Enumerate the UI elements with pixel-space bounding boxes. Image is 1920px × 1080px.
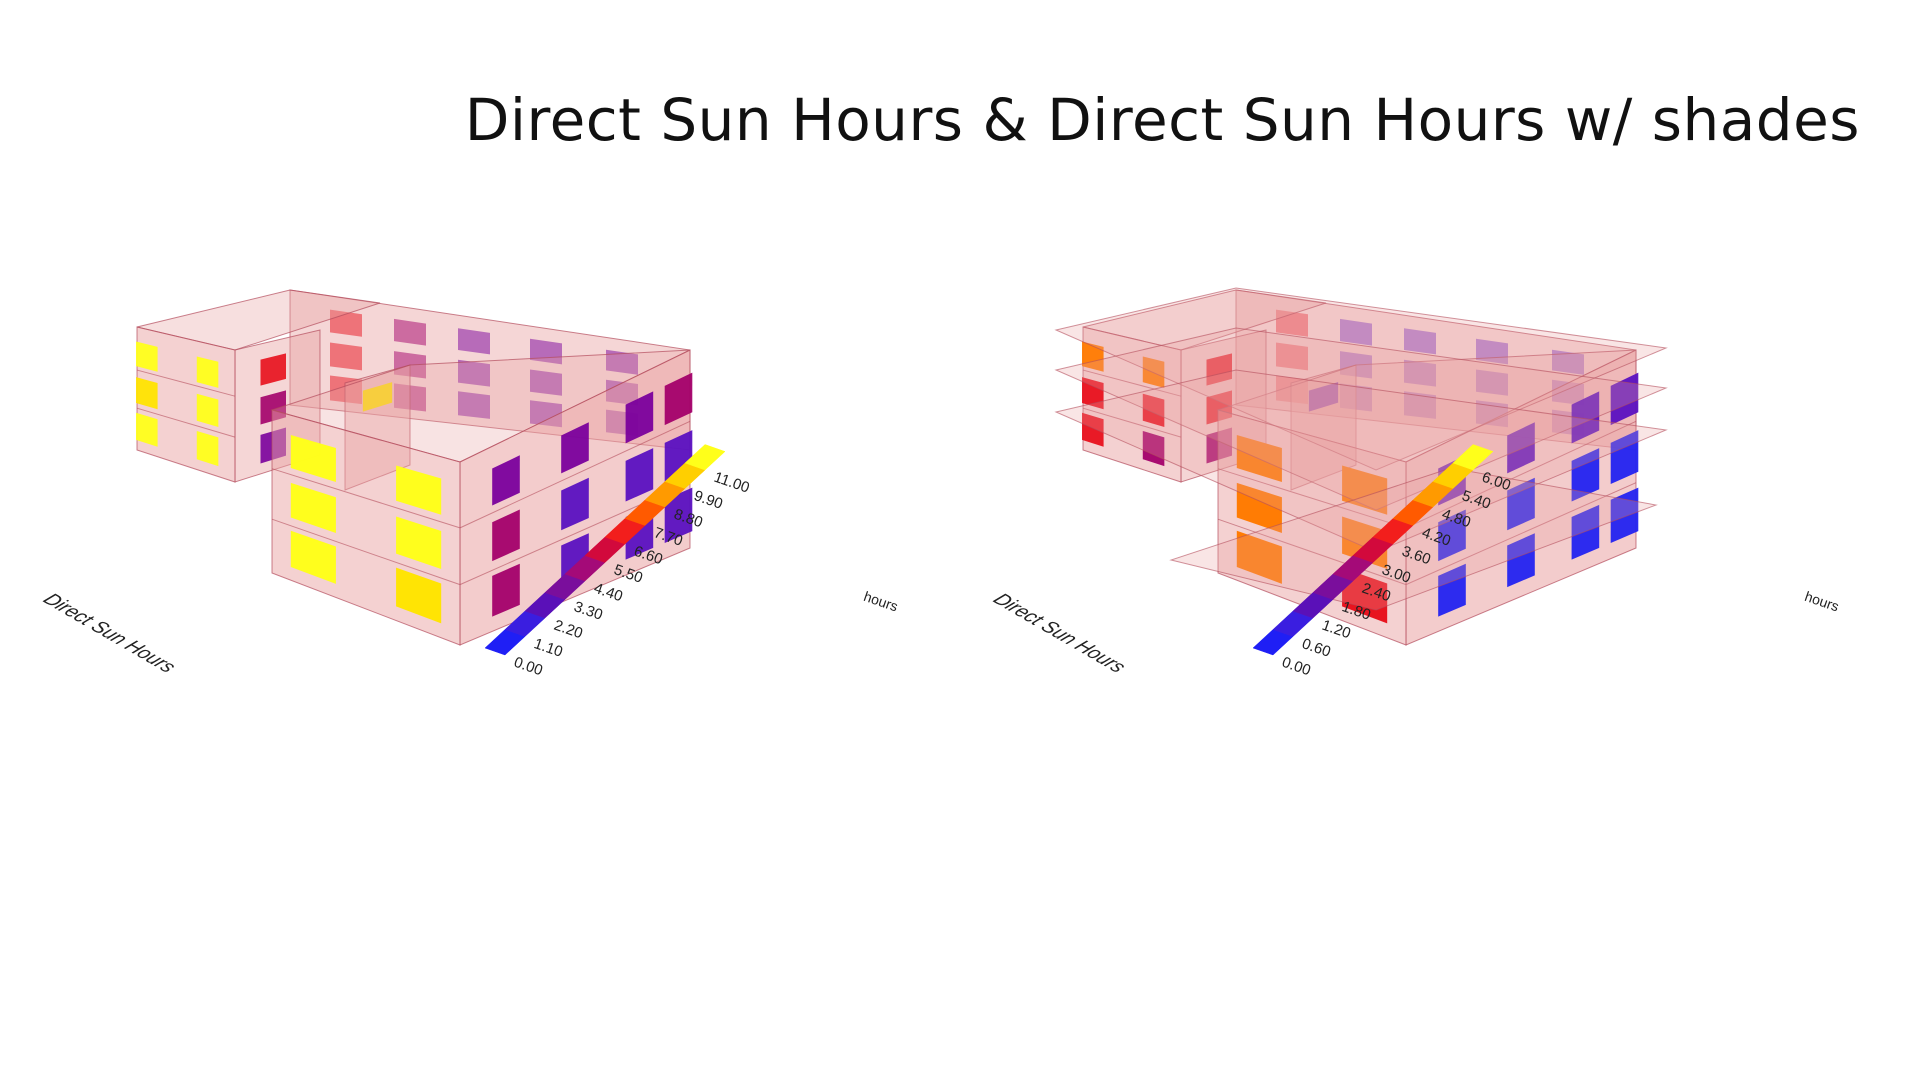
window-panel (290, 482, 336, 533)
building-massing (1082, 289, 1639, 646)
legend-tick-label: 0.00 (1280, 654, 1313, 680)
floor-line (1082, 369, 1182, 397)
window-panel (1438, 563, 1466, 617)
window-panel (1082, 377, 1104, 410)
slide-title: Direct Sun Hours & Direct Sun Hours w/ s… (464, 86, 1860, 154)
window-panel (625, 448, 654, 502)
window-panel (196, 430, 219, 467)
window-panel (330, 342, 362, 371)
window-panel (396, 465, 442, 515)
window-panel (1507, 422, 1535, 474)
sun-hours-diagram: 0.001.102.203.304.405.506.607.708.809.90… (136, 289, 752, 680)
window-panel (196, 356, 219, 388)
window-panel (1507, 477, 1535, 531)
window-panel (492, 455, 520, 506)
window-panel (1552, 349, 1584, 375)
floor-line (1217, 518, 1407, 586)
window-panel (1507, 533, 1535, 588)
legend-swatch (684, 444, 726, 471)
window-panel (1342, 465, 1388, 515)
window-panel (136, 341, 158, 372)
legend-tick-label: 2.20 (552, 617, 585, 643)
window-panel (136, 377, 158, 410)
window-panel (1082, 341, 1104, 372)
window-panel (1610, 430, 1639, 485)
window-panel (1571, 504, 1600, 560)
window-panel (260, 353, 286, 386)
window-panel (561, 477, 589, 531)
legend-tick-label: 4.40 (592, 580, 625, 606)
shade-plane (1054, 327, 1668, 511)
floor-line (136, 407, 236, 438)
floor-line (459, 420, 691, 529)
window-panel (1610, 487, 1639, 543)
window-panel (290, 530, 336, 584)
sun-hours-shades-diagram: 0.000.601.201.802.403.003.604.204.805.40… (1054, 287, 1668, 680)
window-panel (1206, 353, 1232, 386)
window-panel (458, 391, 490, 419)
window-panel (492, 509, 520, 562)
window-panel (396, 567, 442, 624)
window-panel (1476, 369, 1508, 396)
window-panel (1404, 359, 1436, 387)
window-panel (1236, 482, 1282, 533)
window-panel (664, 487, 693, 543)
window-panel (196, 393, 219, 427)
floor-line (1405, 482, 1637, 586)
window-panel (664, 372, 693, 426)
legend-tick-label: 3.30 (572, 598, 605, 624)
window-panel (330, 375, 362, 405)
legend-tick-label: 1.10 (532, 635, 565, 661)
window-panel (458, 359, 490, 387)
floor-line (271, 518, 461, 586)
window-panel (396, 516, 442, 570)
window-panel (1342, 567, 1388, 624)
floor-line (136, 369, 236, 397)
window-panel (1340, 318, 1372, 346)
window-panel (1276, 342, 1308, 371)
floor-line (271, 468, 461, 529)
legend-tick-label: 9.90 (692, 487, 725, 513)
shade-plane (1169, 467, 1658, 611)
window-panel (606, 349, 638, 375)
floor-line (1405, 420, 1637, 529)
window-panel (1276, 375, 1308, 405)
window-panel (394, 318, 426, 346)
window-panel (530, 369, 562, 396)
legend-tick-label: 0.60 (1300, 635, 1333, 661)
window-panel (458, 328, 490, 355)
window-panel (1571, 391, 1600, 444)
window-panel (625, 391, 654, 444)
window-panel (136, 412, 158, 447)
window-panel (1610, 372, 1639, 426)
shade-plane (1054, 287, 1668, 471)
window-panel (362, 382, 393, 412)
floor-line (1082, 407, 1182, 438)
window-panel (1404, 328, 1436, 355)
window-panel (1236, 530, 1282, 584)
legend-tick-label: 11.00 (712, 469, 752, 497)
window-panel (1142, 393, 1165, 427)
window-panel (492, 563, 520, 617)
shade-plane (1054, 369, 1668, 553)
window-panel (1082, 412, 1104, 447)
shade-planes (1054, 287, 1668, 611)
floor-line (1217, 468, 1407, 529)
window-panel (290, 435, 336, 483)
legend-tick-label: 0.00 (512, 654, 545, 680)
window-panel (1404, 391, 1436, 419)
building-massing (136, 289, 693, 646)
window-panel (561, 422, 589, 474)
window-panel (1308, 382, 1339, 412)
legend-swatch (1452, 444, 1494, 471)
